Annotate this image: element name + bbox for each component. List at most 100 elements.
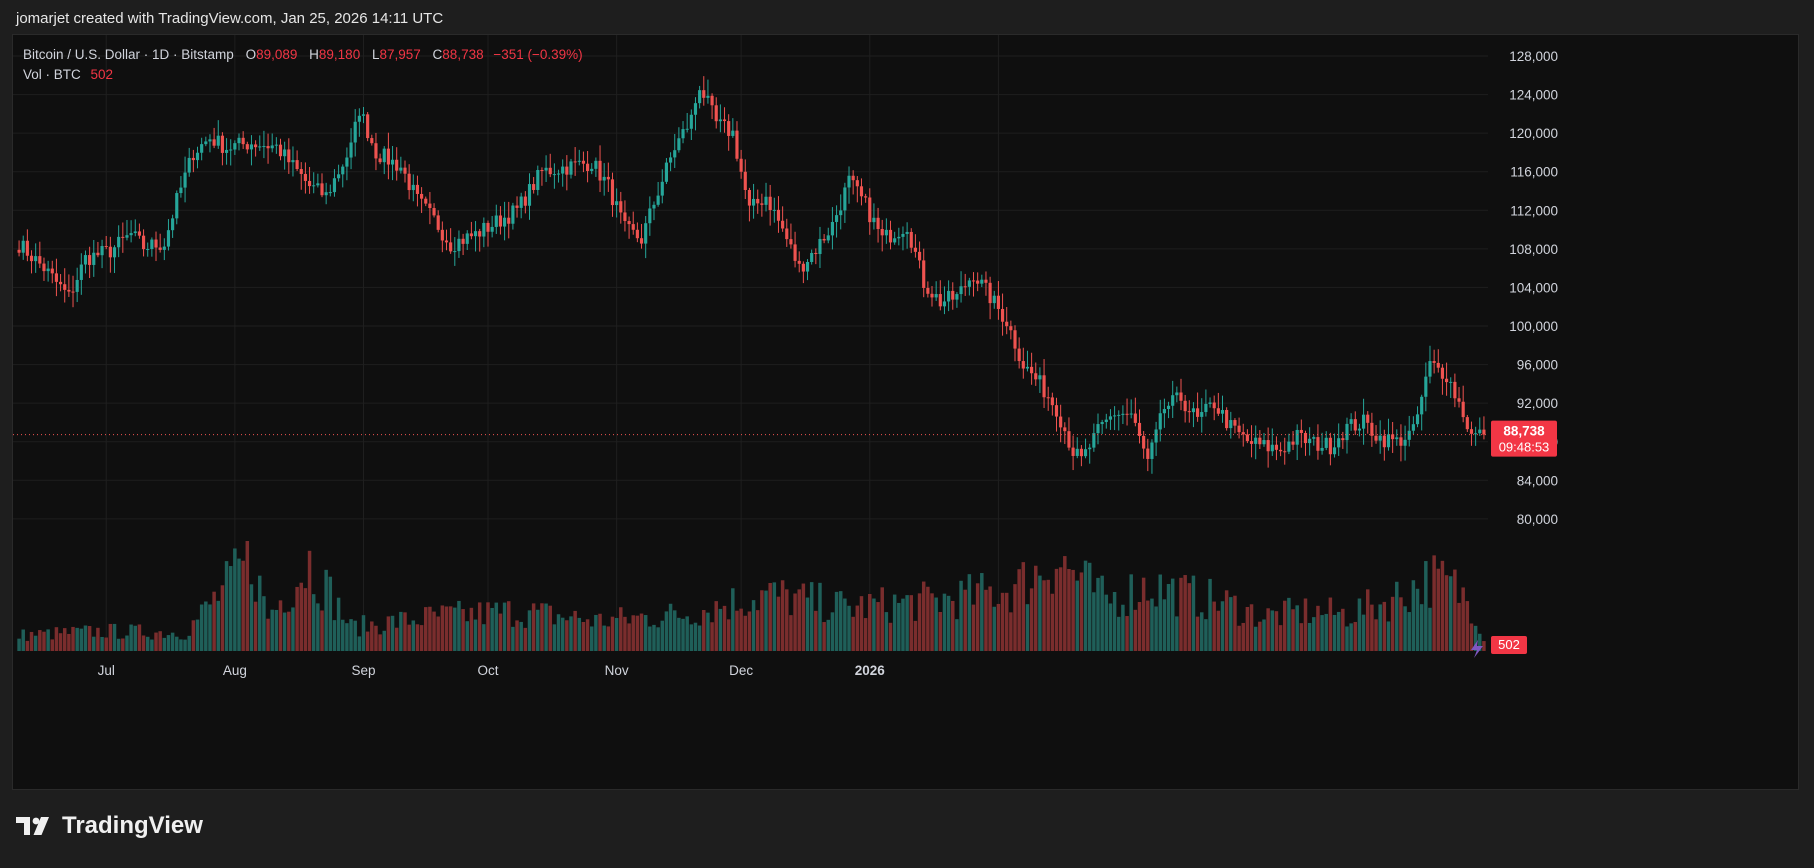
candle[interactable] bbox=[1374, 435, 1378, 441]
candle[interactable] bbox=[1399, 437, 1403, 446]
candle[interactable] bbox=[83, 255, 88, 265]
candle[interactable] bbox=[536, 170, 540, 190]
candle[interactable] bbox=[893, 238, 897, 243]
candle[interactable] bbox=[532, 184, 536, 190]
candle[interactable] bbox=[1146, 448, 1150, 459]
candle[interactable] bbox=[598, 160, 602, 181]
candle[interactable] bbox=[233, 143, 237, 150]
candle[interactable] bbox=[1079, 448, 1083, 457]
candle[interactable] bbox=[21, 240, 25, 253]
candle[interactable] bbox=[1059, 416, 1063, 428]
candle[interactable] bbox=[100, 246, 104, 256]
candle[interactable] bbox=[1229, 420, 1233, 429]
candle[interactable] bbox=[523, 196, 527, 206]
candle[interactable] bbox=[1469, 429, 1474, 434]
candle[interactable] bbox=[1478, 429, 1482, 434]
candle[interactable] bbox=[88, 255, 92, 265]
candle[interactable] bbox=[254, 144, 258, 148]
candle[interactable] bbox=[1017, 348, 1021, 362]
candle[interactable] bbox=[407, 173, 411, 191]
candle[interactable] bbox=[200, 144, 204, 153]
candle[interactable] bbox=[1320, 447, 1324, 451]
candle[interactable] bbox=[146, 249, 150, 251]
candle[interactable] bbox=[411, 184, 415, 191]
candle[interactable] bbox=[1445, 378, 1449, 383]
candle[interactable] bbox=[639, 238, 644, 244]
candle[interactable] bbox=[656, 195, 660, 205]
candle[interactable] bbox=[1332, 447, 1337, 455]
candle[interactable] bbox=[1382, 435, 1386, 448]
candle[interactable] bbox=[922, 260, 926, 288]
candle[interactable] bbox=[814, 252, 818, 255]
candle[interactable] bbox=[980, 279, 984, 284]
candle[interactable] bbox=[573, 161, 577, 163]
candle[interactable] bbox=[951, 290, 955, 300]
candle[interactable] bbox=[403, 167, 407, 174]
candle[interactable] bbox=[785, 228, 789, 240]
candle[interactable] bbox=[150, 239, 154, 250]
candle[interactable] bbox=[390, 159, 395, 165]
candle[interactable] bbox=[710, 95, 714, 106]
candle[interactable] bbox=[299, 169, 303, 174]
candle[interactable] bbox=[50, 268, 54, 274]
candle[interactable] bbox=[104, 246, 108, 248]
candle[interactable] bbox=[507, 217, 511, 224]
candle[interactable] bbox=[96, 252, 100, 256]
candle[interactable] bbox=[739, 158, 743, 172]
candle[interactable] bbox=[1308, 438, 1312, 444]
candle[interactable] bbox=[424, 198, 428, 204]
candle[interactable] bbox=[556, 173, 561, 175]
candle[interactable] bbox=[544, 167, 548, 171]
candle[interactable] bbox=[1482, 429, 1486, 435]
candle[interactable] bbox=[137, 231, 141, 236]
candle[interactable] bbox=[1225, 410, 1229, 429]
candle[interactable] bbox=[1204, 403, 1208, 413]
candle[interactable] bbox=[34, 256, 38, 262]
candle[interactable] bbox=[1021, 361, 1025, 369]
candle[interactable] bbox=[382, 148, 386, 163]
candle[interactable] bbox=[565, 166, 569, 175]
candle[interactable] bbox=[947, 290, 951, 302]
candle[interactable] bbox=[370, 138, 374, 144]
candle[interactable] bbox=[473, 231, 478, 237]
candle[interactable] bbox=[212, 139, 216, 146]
candle[interactable] bbox=[332, 178, 337, 193]
candle[interactable] bbox=[191, 157, 195, 161]
candle[interactable] bbox=[175, 193, 179, 219]
candle[interactable] bbox=[220, 135, 224, 153]
candle[interactable] bbox=[909, 231, 913, 248]
candle[interactable] bbox=[930, 293, 934, 298]
candle[interactable] bbox=[1258, 437, 1262, 445]
candle[interactable] bbox=[1025, 366, 1030, 369]
candle[interactable] bbox=[324, 192, 328, 196]
candle[interactable] bbox=[602, 176, 606, 181]
candle[interactable] bbox=[590, 168, 594, 171]
candle[interactable] bbox=[1241, 432, 1245, 435]
candle[interactable] bbox=[864, 196, 868, 198]
candle[interactable] bbox=[1108, 416, 1113, 420]
candle[interactable] bbox=[1067, 431, 1071, 448]
candle[interactable] bbox=[1121, 413, 1125, 415]
candle[interactable] bbox=[826, 235, 830, 241]
candle[interactable] bbox=[872, 217, 876, 223]
candle[interactable] bbox=[1266, 440, 1270, 452]
candle[interactable] bbox=[635, 229, 639, 239]
candle[interactable] bbox=[38, 256, 42, 264]
candle[interactable] bbox=[125, 235, 129, 238]
candle[interactable] bbox=[63, 284, 67, 290]
candle[interactable] bbox=[818, 238, 822, 255]
candle[interactable] bbox=[926, 287, 930, 294]
candle[interactable] bbox=[996, 295, 1000, 309]
candle[interactable] bbox=[685, 128, 689, 130]
candle[interactable] bbox=[714, 105, 718, 122]
candle[interactable] bbox=[1403, 439, 1407, 446]
candle[interactable] bbox=[768, 196, 772, 211]
candle[interactable] bbox=[171, 218, 175, 231]
candle[interactable] bbox=[1386, 434, 1391, 448]
candle[interactable] bbox=[1113, 415, 1117, 417]
alert-bolt-icon[interactable] bbox=[1471, 640, 1483, 658]
candle[interactable] bbox=[71, 291, 75, 293]
candle[interactable] bbox=[449, 242, 453, 252]
candle[interactable] bbox=[112, 247, 117, 258]
candle[interactable] bbox=[378, 158, 382, 163]
